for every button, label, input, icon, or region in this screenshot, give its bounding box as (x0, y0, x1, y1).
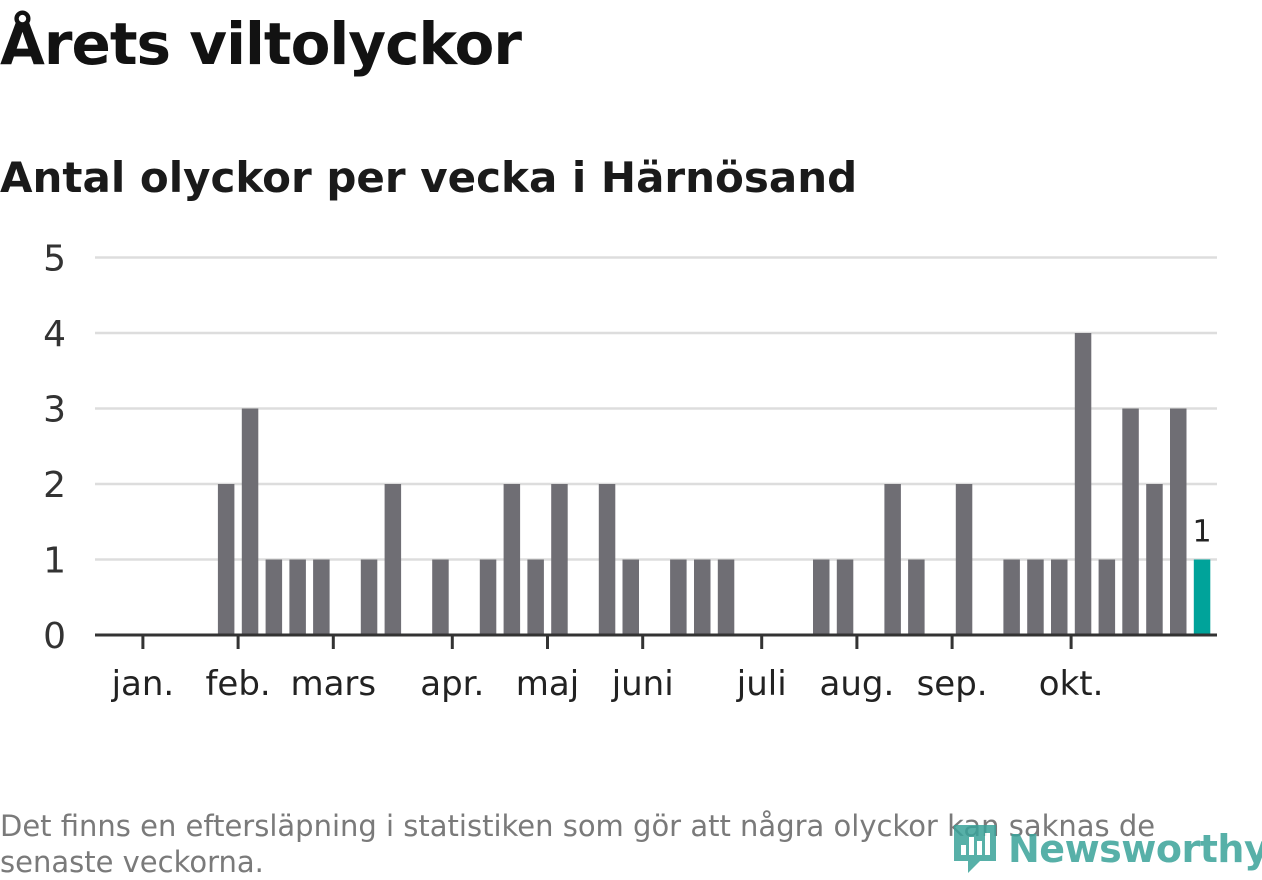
bar (241, 408, 259, 635)
bar (313, 559, 330, 635)
bar (1074, 333, 1092, 635)
newsworthy-logo: Newsworthy (950, 820, 1262, 878)
x-tick-label: maj (516, 664, 579, 704)
bar (717, 559, 735, 635)
x-tick-label: sep. (917, 664, 988, 704)
data-label: 1 (1192, 515, 1211, 550)
bar (622, 559, 639, 635)
newsworthy-logo-icon (954, 825, 996, 873)
bar (1051, 559, 1068, 635)
bar (1170, 408, 1187, 635)
bar (884, 484, 901, 635)
bar (432, 559, 449, 635)
bar-chart: 0 1 2 3 4 5 1 jan. feb. mars apr. maj juni juli aug. se… (43, 239, 1217, 704)
bar (598, 484, 616, 635)
y-tick-label: 4 (43, 314, 66, 355)
x-tick-label: okt. (1039, 664, 1104, 704)
bar (360, 559, 378, 635)
x-tick-label: feb. (205, 664, 270, 704)
bar (1027, 559, 1044, 635)
bar (384, 484, 402, 635)
bar (551, 484, 568, 635)
y-tick-label: 2 (43, 465, 66, 506)
x-tick-label: apr. (420, 664, 484, 704)
bar (217, 484, 235, 635)
x-tick-label: jan. (111, 664, 175, 704)
bar (1146, 484, 1163, 635)
bar (955, 484, 973, 635)
bar (503, 484, 521, 635)
bar (527, 559, 544, 635)
y-tick-label: 3 (43, 390, 66, 431)
chart-title: Årets viltolyckor (0, 10, 522, 78)
y-tick-label: 1 (43, 541, 66, 582)
x-tick-label: juni (611, 664, 674, 704)
x-tick-label: juli (736, 664, 787, 704)
y-tick-label: 0 (43, 616, 66, 657)
bar (694, 559, 711, 635)
y-tick-label: 5 (43, 239, 66, 280)
chart-subtitle: Antal olyckor per vecka i Härnösand (0, 153, 858, 202)
bar (813, 559, 830, 635)
bar (479, 559, 497, 635)
bar (836, 559, 854, 635)
bar (670, 559, 687, 635)
bar (1122, 408, 1139, 635)
bar (908, 559, 925, 635)
bar (265, 559, 283, 635)
x-tick-label: mars (290, 664, 376, 704)
bar (1098, 559, 1116, 635)
bar (289, 559, 306, 635)
logo-text: Newsworthy (1008, 827, 1262, 871)
x-tick-label: aug. (820, 664, 895, 704)
bar-highlight (1193, 559, 1211, 635)
bar (1003, 559, 1020, 635)
